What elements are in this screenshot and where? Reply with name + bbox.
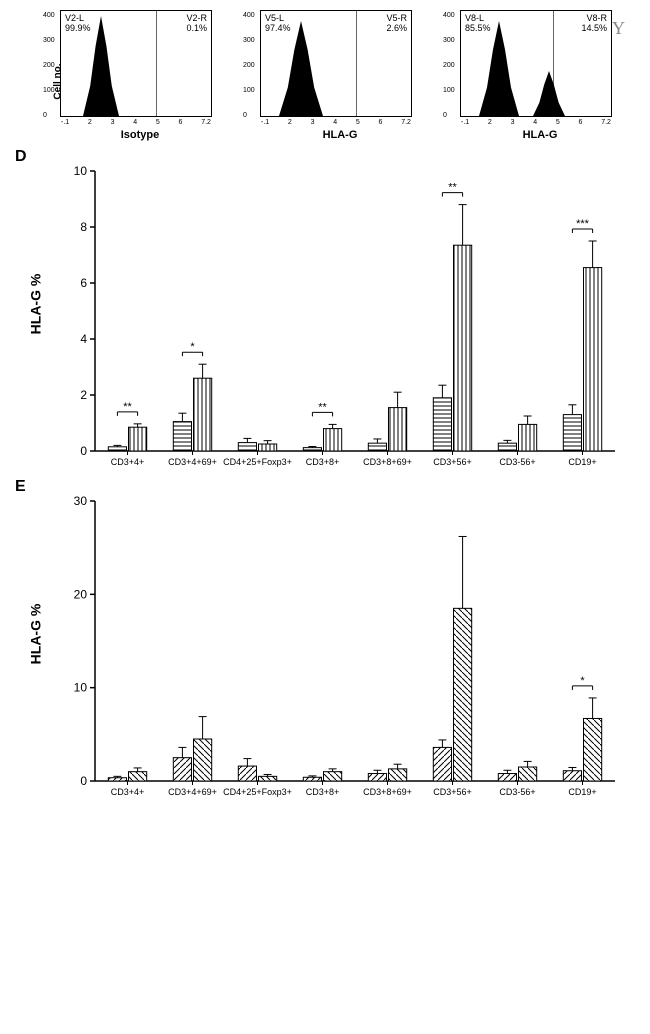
bar-2 [519,424,537,451]
category-label: CD3-56+ [499,787,535,797]
sig-marker: ** [318,401,327,413]
bar-2 [194,378,212,451]
category-label: CD3+8+ [306,787,340,797]
category-label: CD3+8+69+ [363,787,412,797]
histogram-box: 0100200300400 V8-L85.5% V8-R14.5% -.1234… [460,10,612,117]
bar-2 [389,769,407,781]
bar-2 [584,718,602,781]
bar-1 [433,747,451,781]
sig-marker: * [190,341,195,353]
ylabel-d: HLA-G % [27,274,43,335]
bar-1 [368,443,386,451]
bar-2 [519,767,537,781]
sig-marker: ** [448,182,457,194]
bar-2 [259,776,277,781]
bar-2 [454,608,472,781]
category-label: CD19+ [568,457,596,467]
histogram-row: A Cell no. 0100200300400 V2-L99.9% V2-R0… [10,10,640,141]
sig-marker: ** [123,401,132,413]
category-label: CD3+4+ [111,787,145,797]
figure: © WILEY A Cell no. 0100200300400 V2-L99.… [10,10,640,806]
bar-1 [433,398,451,451]
bar-2 [194,739,212,781]
svg-text:8: 8 [80,220,87,234]
histogram-panel-c: C 0100200300400 V8-L85.5% V8-R14.5% -.12… [460,10,620,141]
category-label: CD3+4+69+ [168,457,217,467]
bar-1 [303,777,321,781]
ylabel-e: HLA-G % [27,604,43,665]
svg-text:0: 0 [80,774,87,788]
sig-marker: * [580,675,585,687]
bar-1 [108,778,126,781]
bar-1 [563,415,581,451]
bar-1 [498,443,516,451]
bar-2 [389,408,407,451]
histo-x-ticks: -.1234567.2 [261,119,411,126]
category-label: CD3-56+ [499,457,535,467]
panel-label-d: D [15,148,27,166]
svg-text:2: 2 [80,388,87,402]
bar-1 [368,774,386,781]
bar-1 [563,771,581,781]
bar-2 [324,429,342,451]
category-label: CD19+ [568,787,596,797]
bar-1 [108,447,126,451]
category-label: CD3+8+69+ [363,457,412,467]
bar-1 [303,448,321,451]
category-label: CD4+25+Foxp3+ [223,457,292,467]
svg-text:6: 6 [80,276,87,290]
bar-1 [173,422,191,451]
bar-1 [238,443,256,451]
svg-text:10: 10 [74,164,88,178]
svg-text:20: 20 [74,587,88,601]
bar-2 [584,268,602,451]
bar-1 [238,766,256,781]
histo-xlabel: Isotype [60,129,220,141]
svg-text:10: 10 [74,681,88,695]
bar-2 [129,427,147,451]
bar-2 [129,772,147,781]
category-label: CD3+56+ [433,787,472,797]
sig-marker: *** [576,218,590,230]
histo-x-ticks: -.1234567.2 [61,119,211,126]
svg-text:4: 4 [80,332,87,346]
histogram-panel-a: A Cell no. 0100200300400 V2-L99.9% V2-R0… [60,10,220,141]
panel-label-e: E [15,478,26,496]
bar-2 [259,444,277,451]
category-label: CD4+25+Foxp3+ [223,787,292,797]
category-label: CD3+56+ [433,457,472,467]
histogram-box: 0100200300400 V5-L97.4% V5-R2.6% -.12345… [260,10,412,117]
histogram-panel-b: B 0100200300400 V5-L97.4% V5-R2.6% -.123… [260,10,420,141]
chart-e: E HLA-G % 0102030CD3+4+CD3+4+69+CD4+25+F… [10,486,640,806]
bar-2 [324,772,342,781]
category-label: CD3+4+ [111,457,145,467]
histogram-box: 0100200300400 V2-L99.9% V2-R0.1% -.12345… [60,10,212,117]
category-label: CD3+8+ [306,457,340,467]
chart-e-svg: 0 10 20 30 CD3+4+ CD3+4+69+ CD4+25+Foxp3+ CD3+8… [60,486,620,806]
bar-2 [454,245,472,451]
histo-x-ticks: -.1234567.2 [461,119,611,126]
bar-1 [173,758,191,781]
category-label: CD3+4+69+ [168,787,217,797]
svg-text:30: 30 [74,494,88,508]
svg-text:0: 0 [80,444,87,458]
chart-d-svg: 0 2 4 6 8 10 ** CD3+4+ * CD3+4+69+ CD4+25+Foxp3+ **… [60,156,620,476]
histo-xlabel: HLA-G [460,129,620,141]
chart-d: D HLA-G % 0246810**CD3+4+*CD3+4+69+CD4+2… [10,156,640,476]
histo-xlabel: HLA-G [260,129,420,141]
bar-1 [498,774,516,781]
